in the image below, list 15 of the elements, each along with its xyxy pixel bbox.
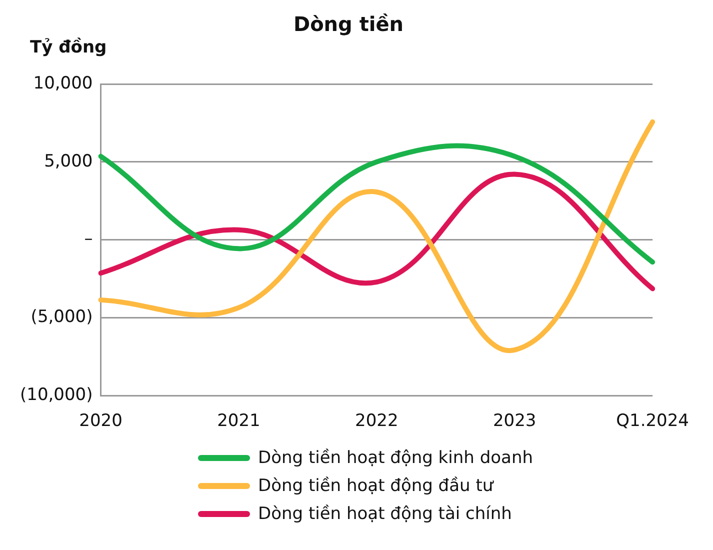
- x-tick-label: 2020: [79, 411, 122, 432]
- legend-label: Dòng tiền hoạt động kinh doanh: [258, 448, 533, 468]
- y-tick-label: (10,000): [20, 385, 93, 406]
- x-tick-label: 2021: [217, 411, 260, 432]
- y-axis-title: Tỷ đồng: [30, 37, 107, 58]
- x-tick-label: Q1.2024: [616, 411, 690, 432]
- y-tick-label: –: [84, 229, 93, 250]
- x-tick-label: 2023: [492, 411, 536, 432]
- legend-label: Dòng tiền hoạt động đầu tư: [258, 476, 494, 496]
- y-tick-label: 10,000: [33, 73, 93, 94]
- y-tick-label: (5,000): [30, 307, 93, 328]
- y-tick-label: 5,000: [44, 151, 93, 172]
- legend-label: Dòng tiền hoạt động tài chính: [258, 504, 512, 524]
- x-tick-label: 2022: [355, 411, 398, 432]
- chart-title: Dòng tiền: [293, 12, 404, 36]
